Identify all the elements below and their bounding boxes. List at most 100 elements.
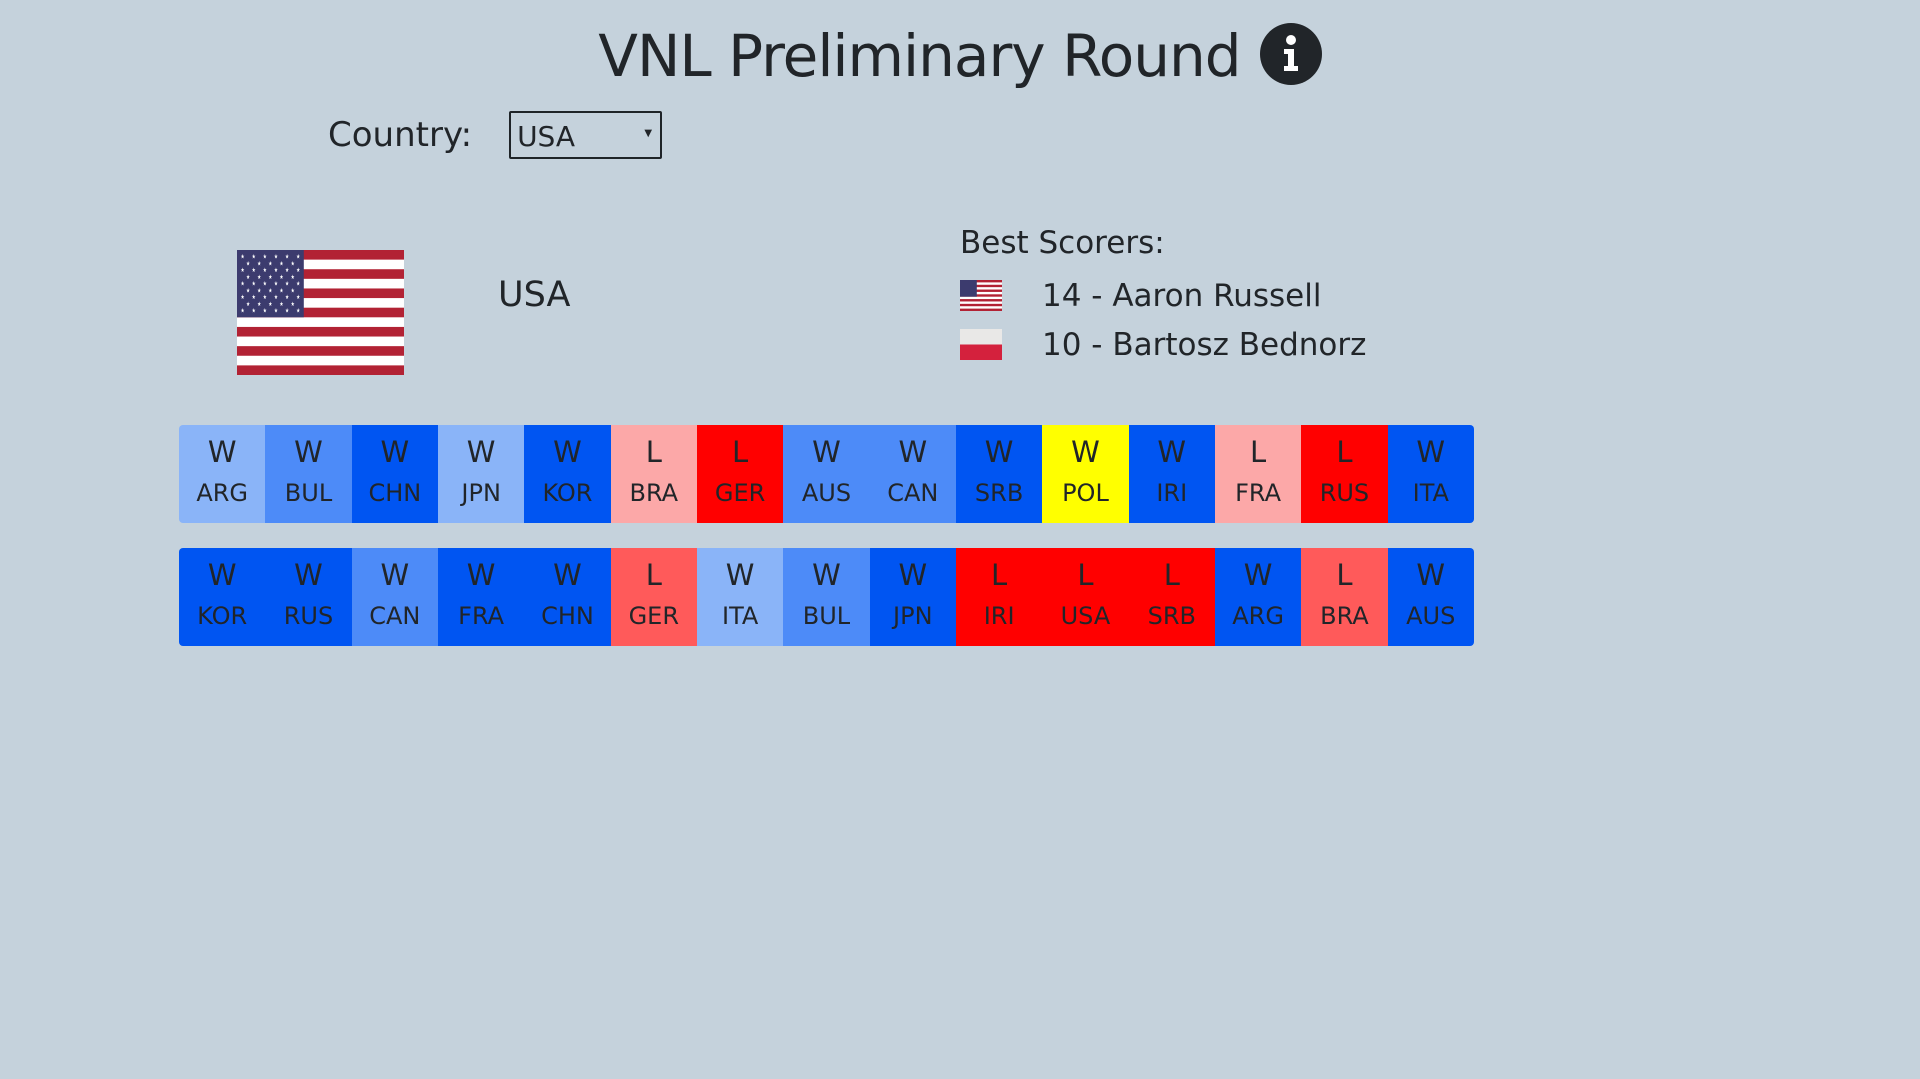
match-tile[interactable]: W FRA [437,548,525,646]
svg-text:★: ★ [274,308,278,315]
match-result: W [294,558,323,592]
match-result: L [1250,435,1267,469]
svg-text:★: ★ [274,281,278,288]
match-result: W [466,435,496,469]
match-tile[interactable]: W BUL [783,548,870,646]
match-opponent: CHN [541,602,594,630]
country-filter: Country: USA ▼ [328,108,663,162]
match-row-2: W KOR W RUS W CAN W FRA W CHN L GER W ITA W BUL W JPN L IRI… [179,548,1474,646]
match-opponent: BRA [1320,602,1369,630]
match-opponent: IRI [983,602,1015,630]
svg-text:★: ★ [285,308,289,315]
scorer-text: 14 - Aaron Russell [1042,277,1322,314]
usa-flag-icon [960,280,1002,311]
match-opponent: JPN [461,479,501,507]
match-row-1: W ARG W BUL W CHN W JPN W KOR L BRA L GER W AUS W CAN W SRB… [179,425,1474,523]
match-tile[interactable]: W AUS [1387,548,1474,646]
match-opponent: ARG [196,479,249,507]
match-result: L [732,435,749,469]
match-tile[interactable]: W JPN [437,425,525,523]
match-opponent: BUL [284,479,333,507]
match-tile[interactable]: L SRB [1128,548,1215,646]
svg-text:★: ★ [246,261,250,268]
match-opponent: IRI [1156,479,1188,507]
match-opponent: CAN [887,479,939,507]
scorer-item: 14 - Aaron Russell [960,271,1366,320]
svg-text:★: ★ [241,294,245,301]
svg-text:★: ★ [246,274,250,281]
match-opponent: RUS [1319,479,1370,507]
match-result: L [1163,558,1180,592]
match-tile[interactable]: W CHN [351,425,438,523]
match-tile[interactable]: W JPN [869,548,956,646]
svg-text:★: ★ [241,268,245,275]
svg-text:★: ★ [285,254,289,261]
match-opponent: FRA [458,602,505,630]
match-result: W [553,435,582,469]
match-tile[interactable]: L GER [610,548,697,646]
match-opponent: USA [1060,602,1111,630]
match-opponent: KOR [197,602,248,630]
info-circle-icon[interactable] [1259,23,1322,85]
match-tile[interactable]: L BRA [1301,548,1388,646]
svg-text:★: ★ [296,254,300,261]
match-result: L [645,435,662,469]
svg-text:★: ★ [291,288,295,295]
match-result: W [898,558,928,592]
svg-text:★: ★ [241,254,245,261]
svg-text:★: ★ [252,308,256,315]
match-tile[interactable]: W ITA [1387,425,1474,523]
match-tile[interactable]: L GER [696,425,784,523]
match-result: L [645,558,662,592]
match-tile[interactable]: W ITA [696,548,784,646]
match-tile[interactable]: W ARG [179,425,266,523]
svg-text:★: ★ [263,308,267,315]
svg-text:★: ★ [274,254,278,261]
match-tile[interactable]: L FRA [1214,425,1302,523]
country-label: Country: [328,115,473,155]
match-tile[interactable]: W KOR [179,548,266,646]
match-tile[interactable]: L IRI [955,548,1043,646]
match-result: L [1336,558,1353,592]
match-tile[interactable]: L BRA [610,425,697,523]
svg-text:★: ★ [280,301,284,308]
match-tile[interactable]: W RUS [265,548,352,646]
svg-text:★: ★ [268,288,272,295]
match-result: L [1336,435,1353,469]
svg-text:★: ★ [285,281,289,288]
match-tile[interactable]: L RUS [1301,425,1388,523]
match-tile[interactable]: W CAN [351,548,438,646]
svg-text:★: ★ [296,268,300,275]
svg-text:★: ★ [291,261,295,268]
best-scorers-title: Best Scorers: [960,225,1165,261]
match-result: W [207,435,237,469]
match-opponent: GER [714,479,766,507]
match-opponent: ARG [1232,602,1284,630]
match-tile[interactable]: W KOR [524,425,611,523]
match-tile[interactable]: W AUS [783,425,870,523]
scorer-text: 10 - Bartosz Bednorz [1042,326,1367,363]
svg-text:★: ★ [285,294,289,301]
svg-text:★: ★ [268,301,272,308]
svg-text:★: ★ [291,274,295,281]
match-opponent: ITA [1412,479,1449,507]
match-tile[interactable]: W SRB [955,425,1043,523]
match-opponent: FRA [1235,479,1282,507]
match-tile[interactable]: W CHN [524,548,611,646]
match-result: W [812,435,841,469]
match-tile[interactable]: W ARG [1214,548,1302,646]
match-result: W [553,558,582,592]
match-tile[interactable]: W CAN [869,425,956,523]
match-tile[interactable]: L USA [1042,548,1129,646]
match-result: W [380,558,410,592]
svg-text:★: ★ [246,288,250,295]
svg-text:★: ★ [257,288,261,295]
country-select[interactable]: USA ▼ [509,111,663,159]
svg-text:★: ★ [296,308,300,315]
match-tile[interactable]: W BUL [265,425,352,523]
svg-text:★: ★ [257,261,261,268]
match-opponent: JPN [893,602,933,630]
match-result: W [812,558,841,592]
match-tile[interactable]: W POL [1042,425,1129,523]
match-tile[interactable]: W IRI [1128,425,1215,523]
